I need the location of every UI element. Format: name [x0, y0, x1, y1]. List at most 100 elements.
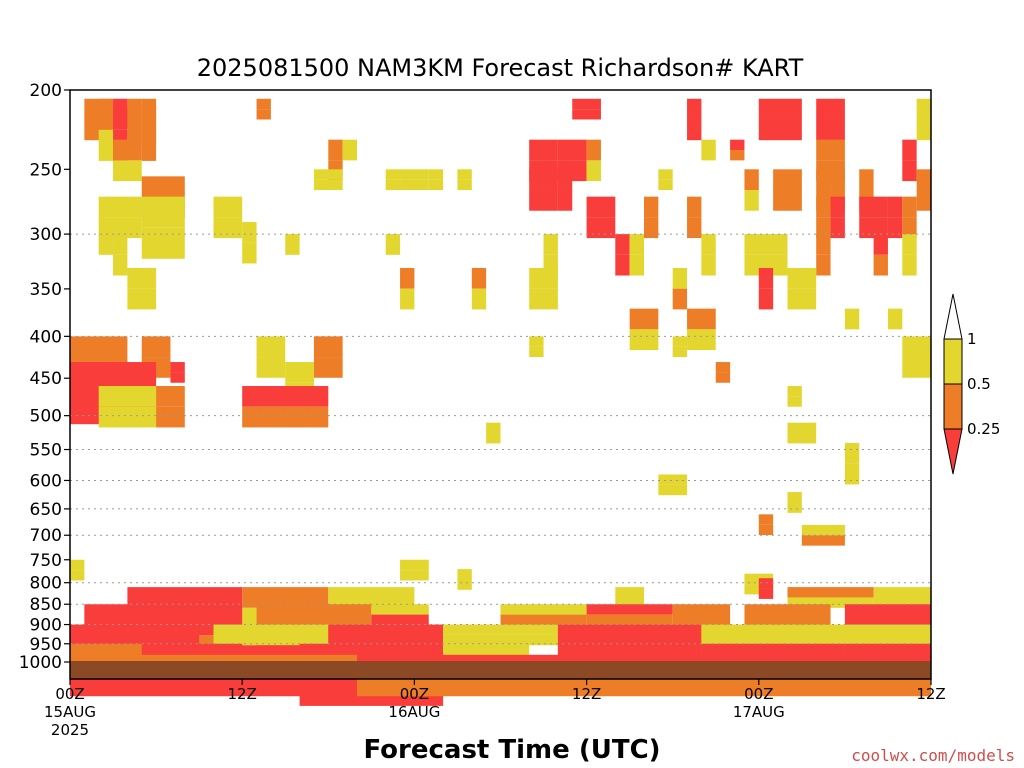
heatmap-cell [371, 614, 429, 625]
heatmap-cell [730, 150, 745, 161]
heatmap-cell [457, 569, 472, 580]
heatmap-cell [902, 217, 917, 239]
heatmap-cell [98, 244, 114, 255]
heatmap-cell [98, 98, 114, 130]
heatmap-cell [572, 98, 601, 110]
heatmap-cell [141, 103, 157, 125]
heatmap-cell [816, 139, 845, 161]
heatmap-cell [529, 169, 558, 191]
heatmap-cell [385, 244, 401, 255]
heatmap-cell [557, 190, 573, 211]
x-tick-label: 2025 [51, 721, 89, 739]
surface-band [70, 661, 931, 679]
y-tick-label: 500 [30, 407, 62, 427]
x-axis-title: Forecast Time (UTC) [363, 735, 660, 765]
x-tick-label: 00Z [400, 685, 429, 703]
y-tick-label: 900 [30, 616, 62, 636]
heatmap-cell [328, 139, 343, 161]
colorbar-label: 0.5 [967, 375, 991, 393]
heatmap-cell [758, 267, 774, 289]
heatmap-cell [242, 386, 329, 407]
heatmap-cell [916, 169, 931, 191]
heatmap-cell [629, 308, 659, 330]
heatmap-cell [787, 492, 802, 503]
heatmap-cell [859, 169, 874, 191]
heatmap-cell [113, 234, 128, 255]
heatmap-cell [701, 150, 716, 161]
heatmap-cell [773, 190, 788, 211]
heatmap-cell [457, 169, 472, 180]
heatmap-cell [285, 362, 314, 383]
heatmap-cell [443, 634, 587, 646]
heatmap-cell [672, 267, 688, 289]
heatmap-cell [313, 357, 343, 378]
heatmap-cell [213, 624, 329, 646]
heatmap-cell [744, 169, 759, 191]
x-tick-label: 17AUG [733, 703, 785, 721]
heatmap-cell [615, 254, 630, 276]
heatmap-cell [715, 372, 731, 383]
heatmap-cell [471, 288, 487, 310]
heatmap-cell [141, 196, 185, 228]
heatmap-cell [400, 179, 429, 191]
heatmap-cell [687, 217, 702, 239]
heatmap-cell [758, 288, 774, 310]
heatmap-cell [644, 217, 659, 239]
heatmap-cell [127, 119, 142, 141]
heatmap-cell [744, 190, 759, 211]
heatmap-cell [98, 234, 114, 245]
heatmap-cell [787, 386, 802, 397]
heatmap-cell [887, 196, 903, 218]
heatmap-cell [213, 217, 243, 239]
heatmap-cell [801, 535, 845, 546]
heatmap-cell [873, 597, 931, 608]
heatmap-cell [902, 357, 931, 378]
heatmap-cell [701, 624, 788, 646]
heatmap-cell [658, 474, 688, 485]
chart-title: 2025081500 NAM3KM Forecast Richardson# K… [197, 54, 804, 82]
y-tick-label: 600 [30, 471, 62, 491]
heatmap-cell [529, 346, 544, 358]
heatmap-cell [586, 139, 601, 161]
heatmap-cell [658, 179, 673, 191]
heatmap-cell [787, 597, 874, 608]
heatmap-cell [285, 234, 300, 245]
surface-fill [70, 661, 931, 679]
heatmap-cell [285, 244, 300, 255]
heatmap-cell [687, 98, 702, 120]
heatmap-cell [529, 139, 558, 161]
heatmap-cell [400, 559, 429, 571]
heatmap-cell [629, 254, 644, 276]
heatmap-cell [916, 98, 931, 120]
heatmap-cell [572, 109, 601, 120]
heatmap-cell [687, 196, 702, 218]
heatmap-cell [400, 267, 415, 289]
y-tick-label: 200 [30, 81, 62, 101]
heatmap-cell [156, 406, 185, 428]
heatmap-cell [787, 422, 817, 434]
heatmap-cell [701, 234, 716, 255]
heatmap-cell [156, 386, 185, 407]
heatmap-cell [127, 288, 157, 310]
heatmap-cell [758, 119, 802, 141]
heatmap-cell [758, 98, 802, 120]
heatmap-cell [844, 308, 860, 319]
heatmap-cell [859, 217, 888, 239]
heatmap-cell [113, 139, 142, 161]
heatmap-cell [816, 217, 831, 239]
heatmap-cell [744, 254, 788, 276]
heatmap-cell [486, 422, 501, 434]
y-tick-label: 350 [30, 280, 62, 300]
heatmap-cell [644, 196, 659, 218]
heatmap-cell [371, 604, 429, 615]
heatmap-cell [98, 196, 142, 218]
heatmap-cell [916, 119, 931, 141]
heatmap-cell [629, 234, 644, 255]
heatmap-cell [113, 107, 128, 118]
heatmap-cell [486, 433, 501, 444]
heatmap-cell [615, 234, 630, 255]
heatmap-cell [256, 357, 286, 378]
heatmap-cell [385, 169, 401, 180]
heatmap-cell [557, 139, 587, 161]
